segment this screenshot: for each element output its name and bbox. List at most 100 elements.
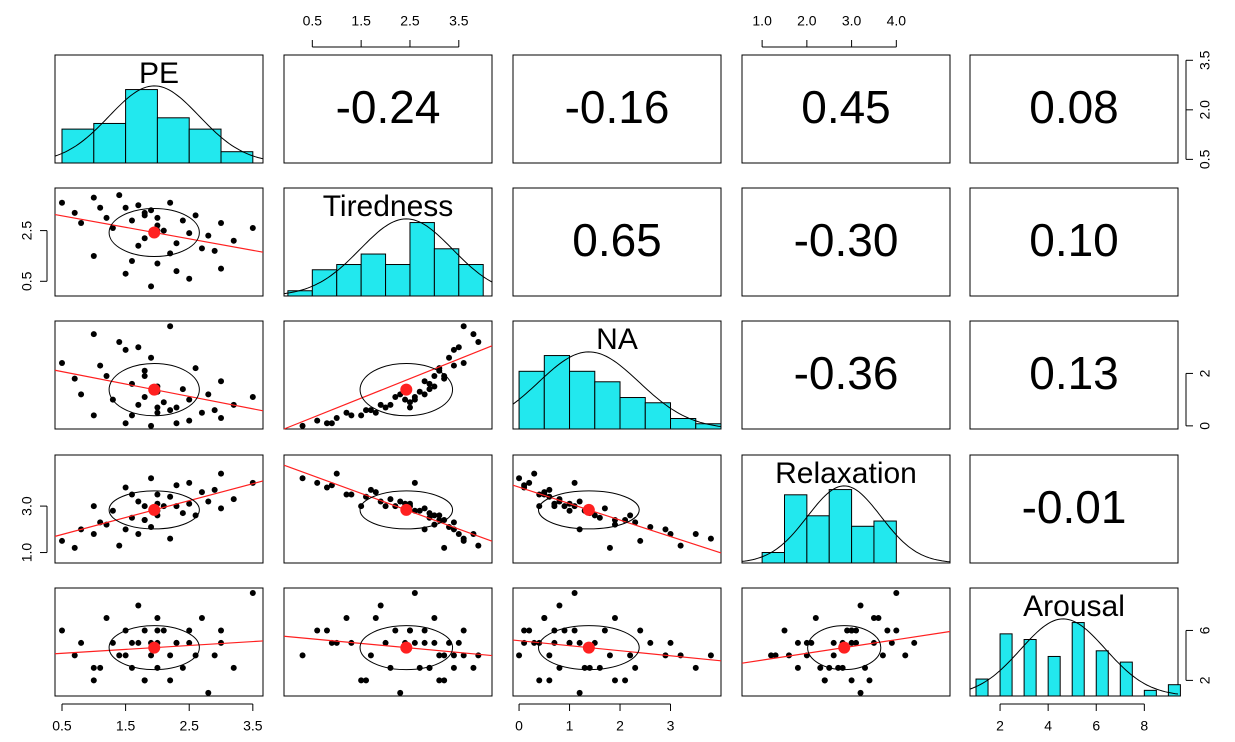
scatter-point: [109, 225, 116, 232]
scatter-point: [198, 245, 205, 252]
scatter-point: [521, 482, 528, 489]
scatter-point: [230, 496, 237, 503]
scatter-point: [218, 505, 225, 512]
smooth-line: [283, 464, 493, 542]
histogram-bar: [1095, 650, 1109, 697]
scatter-point: [192, 212, 199, 219]
scatter-point: [406, 404, 413, 411]
scatter-point: [299, 422, 306, 429]
scatter-point: [455, 639, 462, 646]
panel: [969, 187, 1179, 297]
scatter-point: [421, 391, 428, 398]
scatter-point: [343, 614, 350, 621]
scatter-point: [173, 240, 180, 247]
scatter-point: [647, 524, 654, 530]
left-tick-label: 1.0: [19, 543, 35, 563]
scatter-point: [141, 209, 148, 216]
scatter-point: [571, 589, 578, 596]
panel: [283, 454, 493, 564]
histogram-bar: [458, 264, 484, 297]
scatter-point: [218, 470, 225, 477]
scatter-point: [392, 627, 399, 634]
scatter-point: [812, 614, 819, 621]
scatter-point: [526, 479, 533, 486]
density-curve: [741, 485, 951, 563]
correlation-ellipse: [807, 625, 882, 671]
scatter-point: [707, 652, 714, 659]
scatter-point: [441, 677, 448, 684]
scatter-point: [441, 373, 448, 380]
scatter-point: [821, 677, 828, 684]
scatter-point: [314, 627, 321, 634]
panel: [969, 454, 1179, 564]
scatter-point: [116, 338, 123, 345]
scatter-point: [186, 396, 193, 403]
scatter-point: [135, 498, 142, 505]
scatter-point: [692, 664, 699, 671]
scatter-point: [135, 242, 142, 249]
scatter-point: [853, 639, 860, 646]
scatter-point: [372, 489, 379, 496]
scatter-point: [205, 391, 212, 398]
smooth-line: [512, 639, 722, 662]
scatter-point: [406, 627, 413, 634]
scatter-point: [627, 512, 634, 519]
scatter-point: [218, 219, 225, 226]
scatter-point: [431, 383, 438, 390]
scatter-point: [382, 639, 389, 646]
histogram-bar: [336, 264, 362, 297]
scatter-point: [387, 401, 394, 408]
scatter-point: [571, 479, 578, 486]
scatter-point: [667, 639, 674, 646]
scatter-point: [179, 664, 186, 671]
scatter-point: [205, 689, 212, 696]
top-tick-label: 0.5: [303, 13, 323, 29]
scatter-point: [154, 614, 161, 621]
scatter-point: [122, 484, 129, 491]
scatter-point: [566, 639, 573, 646]
scatter-point: [411, 479, 418, 486]
scatter-point: [167, 493, 174, 500]
mean-point: [838, 641, 851, 654]
scatter-point: [546, 486, 553, 493]
scatter-point: [186, 417, 193, 424]
correlation: -0.30: [794, 214, 899, 266]
scatter-point: [372, 614, 379, 621]
scatter-point: [421, 505, 428, 512]
scatter-point: [707, 535, 714, 542]
histogram-bar: [594, 381, 621, 430]
scatter-point: [71, 652, 78, 659]
scatter-point: [205, 232, 212, 239]
bottom-tick-label: 0: [515, 718, 523, 734]
scatter-point: [848, 639, 855, 646]
bottom-tick-label: 2.5: [179, 718, 199, 734]
scatter-point: [521, 627, 528, 634]
scatter-point: [211, 486, 218, 493]
scatter-point: [205, 498, 212, 505]
scatter-point: [416, 507, 423, 514]
correlation: -0.01: [1022, 481, 1127, 533]
scatter-point: [314, 479, 321, 486]
panel: [283, 320, 493, 430]
scatter-point: [141, 503, 148, 510]
scatter-point: [58, 199, 65, 206]
mean-point: [582, 641, 595, 654]
bottom-tick-label: 1.5: [116, 718, 136, 734]
scatter-point: [78, 639, 85, 646]
scatter-point: [566, 507, 573, 514]
top-tick-label: 4.0: [887, 13, 907, 29]
panel: [54, 187, 264, 297]
scatter-point: [186, 639, 193, 646]
correlation: 0.08: [1029, 81, 1119, 133]
scatter-point: [141, 235, 148, 242]
scatter-point: [323, 420, 330, 427]
scatter-point: [154, 627, 161, 634]
scatter-point: [97, 362, 104, 369]
left-tick-label: 0.5: [19, 271, 35, 291]
scatter-point: [431, 373, 438, 380]
scatter-point: [460, 323, 467, 330]
right-tick-label: 0: [1197, 422, 1213, 430]
density-curve: [283, 218, 493, 295]
scatter-point: [377, 602, 384, 609]
